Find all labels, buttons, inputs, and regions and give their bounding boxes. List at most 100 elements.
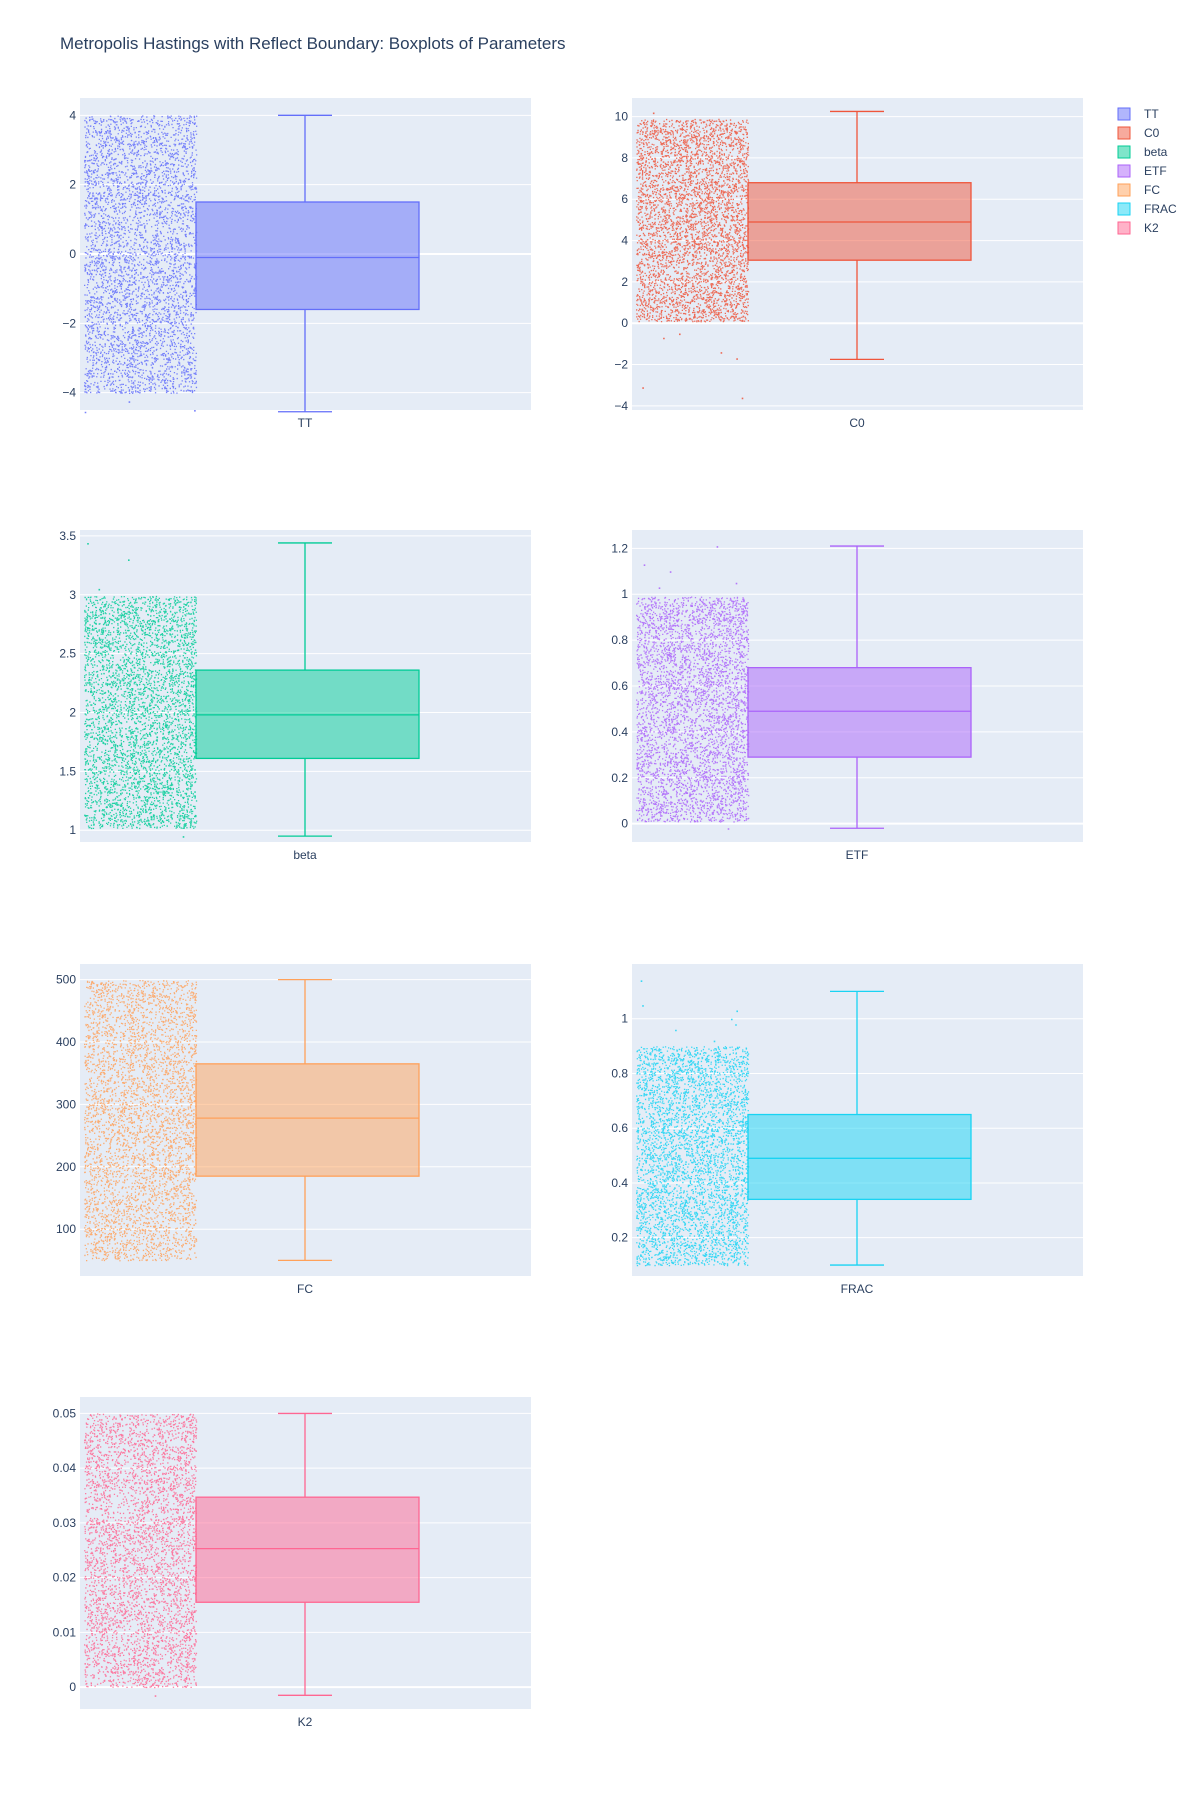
y-tick-label: 0.8	[611, 1066, 628, 1080]
subplot-FC: 100 200 300 400 500 FC	[56, 964, 531, 1296]
box-C0	[747, 110, 972, 361]
legend-swatch	[1117, 107, 1131, 121]
legend-label: ETF	[1144, 164, 1167, 178]
y-tick-label: 0.6	[611, 1121, 628, 1135]
iqr-box	[747, 1113, 972, 1201]
y-tick-label: 0	[621, 316, 628, 330]
legend-label: beta	[1144, 145, 1168, 159]
subplot-ETF: 0 0.2 0.4 0.6 0.8 1 1.2 ETF	[611, 530, 1083, 862]
y-tick-label: 0	[621, 817, 628, 831]
legend-item-C0[interactable]: C0	[1117, 126, 1160, 140]
y-tick-label: 10	[615, 110, 629, 124]
y-tick-label: 1	[621, 587, 628, 601]
legend-swatch	[1117, 183, 1131, 197]
chart-title: Metropolis Hastings with Reflect Boundar…	[60, 34, 566, 53]
x-tick-label: FRAC	[841, 1282, 874, 1296]
subplot-panels: −4−2024TT−4−20246810C011.522.533.5beta00…	[53, 98, 1083, 1729]
box-FC	[195, 978, 420, 1262]
legend-item-K2[interactable]: K2	[1117, 221, 1159, 235]
y-tick-label: 400	[56, 1035, 76, 1049]
sample-points	[84, 543, 198, 838]
iqr-box	[747, 666, 972, 758]
y-tick-label: 0.2	[611, 1231, 628, 1245]
legend-swatch	[1117, 221, 1131, 235]
y-tick-label: 4	[69, 108, 76, 122]
sample-points	[84, 115, 198, 414]
x-tick-label: C0	[849, 416, 865, 430]
legend-item-FRAC[interactable]: FRAC	[1117, 202, 1177, 216]
legend-label: K2	[1144, 221, 1159, 235]
subplot-K2: 0 0.01 0.02 0.03 0.04 0.05 K2	[53, 1397, 531, 1729]
y-tick-label: 0.4	[611, 1176, 628, 1190]
box-K2	[195, 1412, 420, 1696]
sample-points	[84, 1413, 198, 1697]
subplot-beta: 1 1.5 2 2.5 3 3.5 beta	[59, 529, 531, 862]
legend-label: FC	[1144, 183, 1160, 197]
y-tick-label: 2	[69, 178, 76, 192]
y-tick-label: −4	[62, 386, 76, 400]
iqr-box	[195, 1063, 420, 1177]
y-tick-label: 0.05	[53, 1406, 77, 1420]
subplot-C0: −4 −2 0 2 4 6 8 10 C0	[614, 98, 1083, 430]
y-tick-label: 6	[621, 192, 628, 206]
y-tick-label: 1.2	[611, 541, 628, 555]
y-tick-label: 1.5	[59, 764, 76, 778]
y-tick-label: 1	[621, 1012, 628, 1026]
x-tick-label: TT	[298, 416, 313, 430]
y-tick-label: −2	[62, 316, 76, 330]
legend-item-ETF[interactable]: ETF	[1117, 164, 1167, 178]
x-tick-label: FC	[297, 1282, 313, 1296]
x-tick-label: K2	[298, 1715, 313, 1729]
legend-swatch	[1117, 126, 1131, 140]
legend-swatch	[1117, 202, 1131, 216]
iqr-box	[195, 1496, 420, 1603]
y-tick-label: 8	[621, 151, 628, 165]
y-tick-label: 0.2	[611, 771, 628, 785]
y-tick-label: 4	[621, 234, 628, 248]
y-tick-label: 2	[621, 275, 628, 289]
y-tick-label: 2.5	[59, 647, 76, 661]
box-ETF	[747, 545, 972, 829]
box-TT	[195, 114, 420, 413]
legend-swatch	[1117, 164, 1131, 178]
y-tick-label: 0	[69, 247, 76, 261]
subplot-FRAC: 0.2 0.4 0.6 0.8 1 FRAC	[611, 964, 1083, 1296]
legend-swatch	[1117, 145, 1131, 159]
legend-label: TT	[1144, 107, 1159, 121]
iqr-box	[195, 201, 420, 311]
sample-points	[84, 980, 198, 1262]
y-tick-label: 300	[56, 1097, 76, 1111]
y-tick-label: 0.8	[611, 633, 628, 647]
y-tick-label: 3.5	[59, 529, 76, 543]
subplot-TT: −4 −2 0 2 4 TT	[62, 98, 531, 430]
y-tick-label: 0.01	[53, 1625, 77, 1639]
legend-item-FC[interactable]: FC	[1117, 183, 1160, 197]
y-tick-label: 0.04	[53, 1461, 77, 1475]
legend-item-TT[interactable]: TT	[1117, 107, 1159, 121]
y-tick-label: 100	[56, 1222, 76, 1236]
legend-item-beta[interactable]: beta	[1117, 145, 1168, 159]
y-tick-label: 0.02	[53, 1571, 77, 1585]
sample-points	[636, 546, 750, 830]
y-tick-label: 0.6	[611, 679, 628, 693]
box-beta	[195, 542, 420, 837]
y-tick-label: −2	[614, 358, 628, 372]
y-tick-label: 0	[69, 1680, 76, 1694]
box-FRAC	[747, 990, 972, 1266]
y-tick-label: 1	[69, 823, 76, 837]
y-tick-label: 0.03	[53, 1516, 77, 1530]
y-tick-label: 200	[56, 1160, 76, 1174]
legend[interactable]: TT C0 beta ETF FC FRAC K2	[1117, 107, 1177, 235]
y-tick-label: 3	[69, 588, 76, 602]
y-tick-label: 2	[69, 705, 76, 719]
x-tick-label: ETF	[846, 848, 869, 862]
y-tick-label: −4	[614, 399, 628, 413]
sample-points	[636, 112, 750, 400]
y-tick-label: 0.4	[611, 725, 628, 739]
legend-label: FRAC	[1144, 202, 1177, 216]
legend-label: C0	[1144, 126, 1160, 140]
y-tick-label: 500	[56, 973, 76, 987]
x-tick-label: beta	[293, 848, 317, 862]
sample-points	[636, 980, 750, 1267]
